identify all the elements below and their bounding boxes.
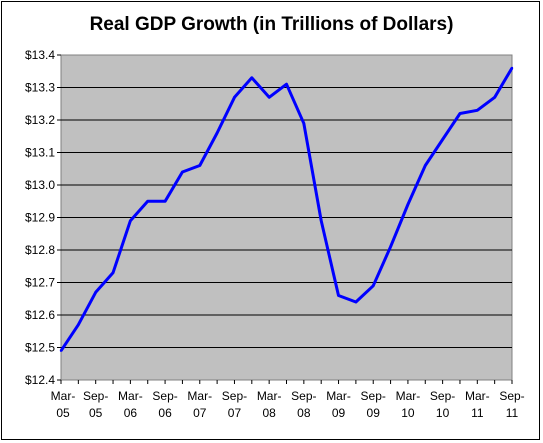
data-point bbox=[319, 219, 323, 222]
data-point bbox=[424, 164, 427, 167]
data-point bbox=[372, 284, 375, 287]
x-tick-label: 08 bbox=[262, 406, 276, 420]
y-tick-label: $13.1 bbox=[25, 146, 55, 160]
x-tick-label: Sep- bbox=[291, 389, 316, 403]
x-tick-label: Mar- bbox=[118, 389, 143, 403]
x-tick-label: 07 bbox=[228, 406, 242, 420]
data-point bbox=[250, 76, 254, 79]
data-point bbox=[94, 291, 97, 294]
x-tick-label: Sep- bbox=[222, 389, 247, 403]
y-tick-label: $12.5 bbox=[25, 341, 55, 355]
data-point bbox=[285, 83, 288, 86]
data-point bbox=[77, 323, 80, 326]
y-tick-label: $12.9 bbox=[25, 211, 55, 225]
data-point bbox=[111, 271, 115, 274]
x-tick-label: Sep- bbox=[152, 389, 177, 403]
data-point bbox=[181, 170, 184, 174]
x-tick-label: Mar- bbox=[396, 389, 421, 403]
data-point bbox=[510, 66, 514, 70]
x-tick-label: 06 bbox=[124, 406, 138, 420]
y-tick-label: $13.4 bbox=[25, 48, 55, 62]
data-point bbox=[493, 96, 496, 99]
x-tick-label: Mar- bbox=[465, 389, 490, 403]
data-point bbox=[233, 96, 236, 99]
x-tick-label: Sep- bbox=[83, 389, 108, 403]
y-tick-label: $13.2 bbox=[25, 113, 55, 127]
data-point bbox=[215, 131, 219, 135]
x-tick-label: 10 bbox=[436, 406, 450, 420]
x-tick-label: 05 bbox=[56, 406, 70, 420]
x-tick-label: 07 bbox=[193, 406, 207, 420]
x-tick-label: 09 bbox=[332, 406, 346, 420]
x-tick-label: Mar- bbox=[257, 389, 282, 403]
data-point bbox=[163, 200, 167, 203]
data-point bbox=[406, 203, 410, 206]
chart-title: Real GDP Growth (in Trillions of Dollars… bbox=[89, 14, 454, 35]
x-tick-label: 10 bbox=[401, 406, 415, 420]
x-tick-label: 05 bbox=[89, 406, 103, 420]
data-point bbox=[59, 349, 63, 352]
y-tick-label: $12.7 bbox=[25, 276, 55, 290]
x-tick-label: 11 bbox=[471, 406, 484, 420]
data-point bbox=[441, 138, 444, 141]
x-tick-label: 09 bbox=[367, 406, 381, 420]
data-point bbox=[129, 219, 132, 222]
x-tick-label: 11 bbox=[506, 406, 519, 420]
data-point bbox=[302, 122, 306, 125]
data-point bbox=[146, 200, 149, 203]
data-point bbox=[337, 294, 340, 297]
x-tick-label: Sep- bbox=[499, 389, 524, 403]
x-tick-label: Sep- bbox=[361, 389, 386, 403]
data-point bbox=[458, 112, 462, 115]
y-tick-label: $12.8 bbox=[25, 243, 55, 257]
x-tick-label: Mar- bbox=[51, 389, 76, 403]
x-tick-label: Mar- bbox=[187, 389, 212, 403]
data-point bbox=[198, 164, 201, 167]
data-point bbox=[389, 245, 392, 248]
y-tick-label: $12.4 bbox=[25, 373, 55, 387]
y-tick-label: $13.3 bbox=[25, 81, 55, 95]
x-tick-label: Mar- bbox=[326, 389, 351, 403]
y-tick-label: $13.0 bbox=[25, 178, 55, 192]
y-tick-label: $12.6 bbox=[25, 308, 55, 322]
x-tick-label: 08 bbox=[297, 406, 311, 420]
data-point bbox=[354, 300, 358, 304]
data-point bbox=[267, 96, 271, 99]
x-tick-label: Sep- bbox=[430, 389, 455, 403]
x-tick-label: 06 bbox=[158, 406, 172, 420]
data-point bbox=[476, 109, 479, 112]
